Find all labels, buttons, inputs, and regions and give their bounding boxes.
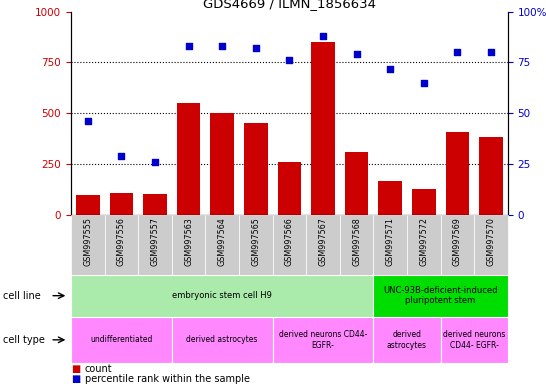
Text: UNC-93B-deficient-induced
pluripotent stem: UNC-93B-deficient-induced pluripotent st…: [383, 286, 498, 305]
Bar: [311, 42, 335, 215]
Text: GSM997572: GSM997572: [419, 217, 428, 266]
Text: cell type: cell type: [3, 335, 45, 345]
Bar: [177, 103, 200, 215]
Bar: [373, 215, 407, 275]
Bar: [446, 132, 469, 215]
Bar: [412, 189, 436, 215]
Point: [453, 49, 462, 55]
Text: GSM997569: GSM997569: [453, 217, 462, 266]
Point: [84, 118, 92, 124]
Point: [486, 49, 495, 55]
Bar: [71, 317, 172, 363]
Bar: [373, 317, 441, 363]
Text: GSM997566: GSM997566: [285, 217, 294, 266]
Bar: [272, 215, 306, 275]
Bar: [479, 137, 503, 215]
Point: [419, 79, 428, 86]
Text: GSM997557: GSM997557: [151, 217, 159, 266]
Text: GSM997567: GSM997567: [318, 217, 328, 266]
Point: [319, 33, 328, 39]
Bar: [239, 215, 272, 275]
Bar: [378, 182, 402, 215]
Bar: [407, 215, 441, 275]
Bar: [474, 215, 508, 275]
Point: [117, 153, 126, 159]
Text: cell line: cell line: [3, 291, 40, 301]
Text: GSM997565: GSM997565: [251, 217, 260, 266]
Bar: [138, 215, 172, 275]
Bar: [105, 215, 138, 275]
Bar: [71, 215, 105, 275]
Text: derived astrocytes: derived astrocytes: [187, 335, 258, 344]
Bar: [277, 162, 301, 215]
Text: GSM997568: GSM997568: [352, 217, 361, 266]
Bar: [76, 195, 99, 215]
Point: [352, 51, 361, 57]
Text: derived
astrocytes: derived astrocytes: [387, 330, 427, 349]
Point: [218, 43, 227, 49]
Text: derived neurons
CD44- EGFR-: derived neurons CD44- EGFR-: [443, 330, 506, 349]
Text: embryonic stem cell H9: embryonic stem cell H9: [172, 291, 272, 300]
Bar: [205, 215, 239, 275]
Text: undifferentiated: undifferentiated: [90, 335, 152, 344]
Point: [184, 43, 193, 49]
Text: GSM997570: GSM997570: [486, 217, 495, 266]
Title: GDS4669 / ILMN_1856634: GDS4669 / ILMN_1856634: [203, 0, 376, 10]
Text: ■: ■: [71, 374, 80, 384]
Bar: [143, 194, 167, 215]
Point: [285, 57, 294, 63]
Bar: [441, 317, 508, 363]
Text: GSM997571: GSM997571: [385, 217, 395, 266]
Bar: [345, 152, 369, 215]
Text: GSM997556: GSM997556: [117, 217, 126, 266]
Point: [386, 65, 395, 71]
Bar: [172, 317, 272, 363]
Point: [151, 159, 159, 165]
Text: derived neurons CD44-
EGFR-: derived neurons CD44- EGFR-: [279, 330, 367, 349]
Bar: [373, 275, 508, 317]
Bar: [71, 275, 373, 317]
Bar: [210, 113, 234, 215]
Point: [251, 45, 260, 51]
Text: GSM997563: GSM997563: [184, 217, 193, 266]
Bar: [340, 215, 373, 275]
Text: GSM997555: GSM997555: [84, 217, 92, 266]
Text: GSM997564: GSM997564: [218, 217, 227, 266]
Bar: [110, 193, 133, 215]
Bar: [172, 215, 205, 275]
Bar: [244, 124, 268, 215]
Bar: [306, 215, 340, 275]
Text: count: count: [85, 364, 112, 374]
Bar: [272, 317, 373, 363]
Bar: [441, 215, 474, 275]
Text: ■: ■: [71, 364, 80, 374]
Text: percentile rank within the sample: percentile rank within the sample: [85, 374, 250, 384]
